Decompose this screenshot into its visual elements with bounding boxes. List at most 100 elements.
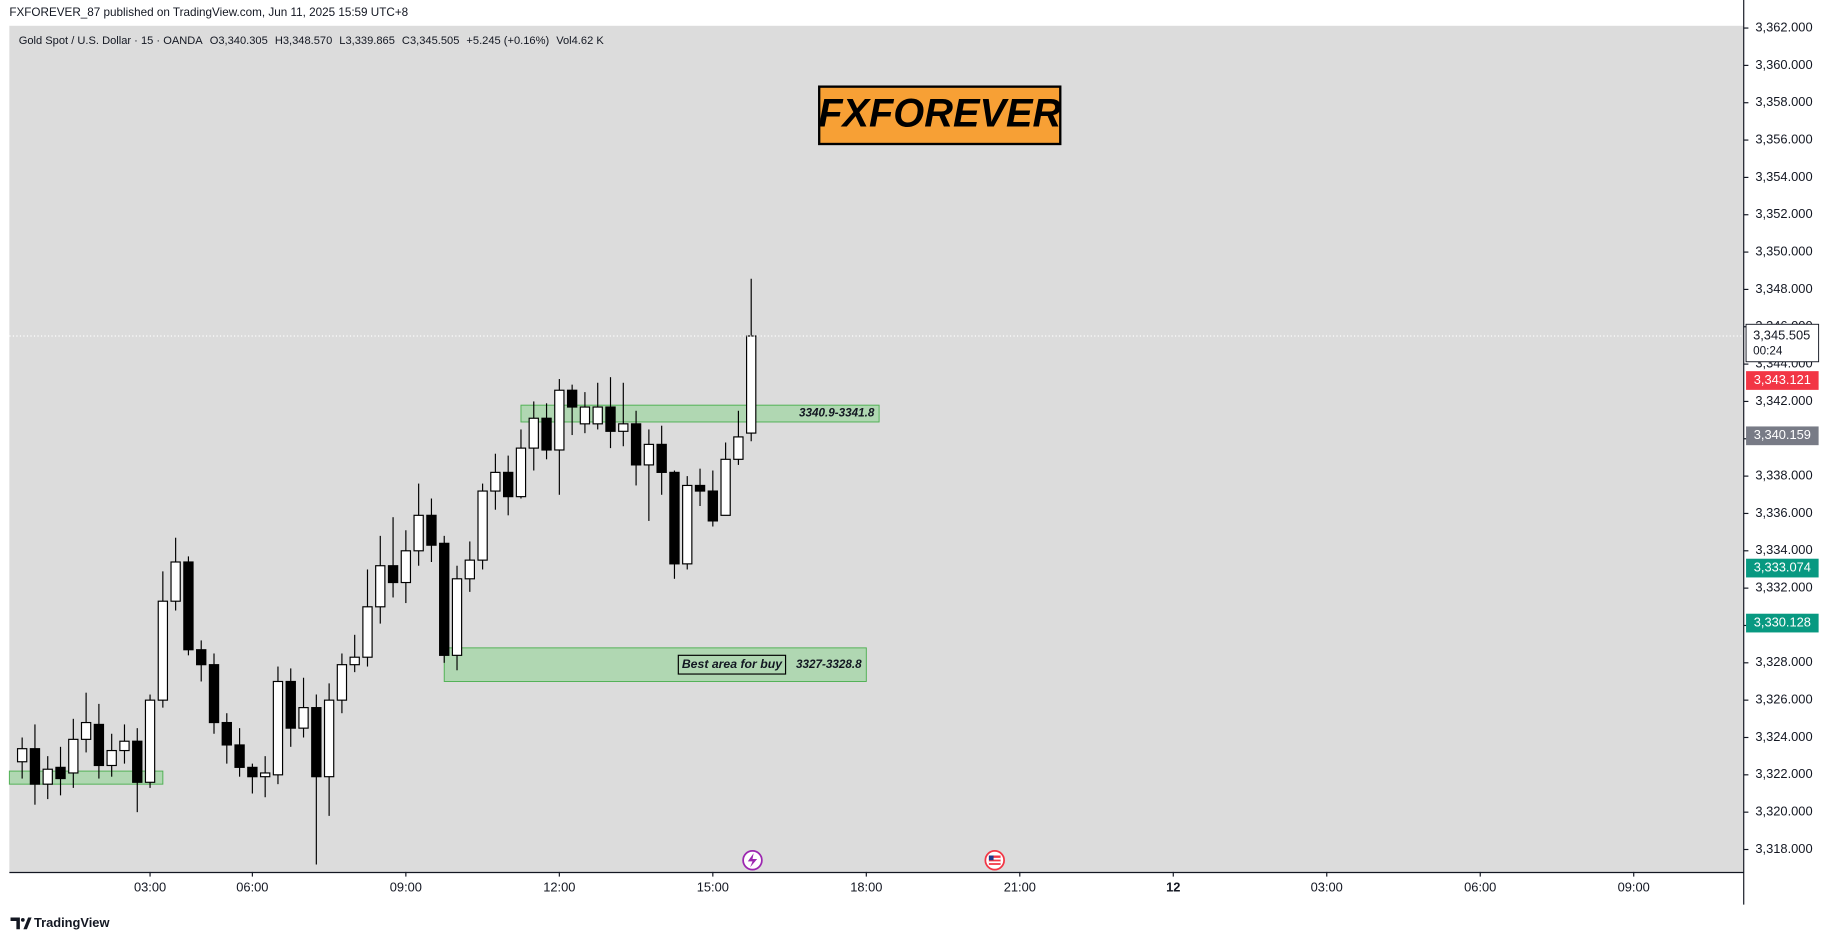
candle-body (400, 550, 412, 584)
candle-body (375, 565, 386, 608)
symbol-title: Gold Spot / U.S. Dollar · 15 · OANDA (19, 35, 204, 47)
y-tick-label: 3,358.000 (1755, 94, 1812, 109)
candle-body (694, 484, 706, 492)
candle-body (132, 740, 143, 783)
candle-body (656, 443, 667, 473)
ohlc-legend: Gold Spot / U.S. Dollar · 15 · OANDA O3,… (19, 35, 605, 47)
ohlc-item: H3,348.570 (275, 35, 332, 47)
candle-body (170, 561, 181, 602)
x-tick-label: 06:00 (236, 880, 268, 895)
candle-body (502, 471, 514, 498)
candle-body (16, 748, 28, 763)
footer-brand: TradingView (34, 915, 111, 930)
candle-body (464, 559, 476, 580)
last-price-box (1745, 323, 1820, 363)
y-tick-label: 3,328.000 (1755, 654, 1812, 669)
x-tick-label: 21:00 (1004, 880, 1036, 895)
candle-body (144, 699, 156, 783)
watermark: FXFOREVER (818, 91, 1061, 135)
candle-body (413, 514, 424, 552)
candle-body (157, 600, 169, 701)
candle-body (746, 335, 757, 434)
tv-logo (10, 917, 32, 930)
y-tick-label: 3,322.000 (1755, 766, 1812, 781)
x-tick-label: 03:00 (1311, 880, 1343, 895)
candle-body (733, 436, 744, 460)
x-tick-label: 15:00 (697, 880, 729, 895)
published-line: FXFOREVER_87 published on TradingView.co… (9, 6, 408, 19)
ohlc-item: +5.245 (+0.16%) (466, 35, 549, 47)
candle-body (298, 707, 309, 729)
plot-area (9, 25, 1744, 872)
x-tick-label: 09:00 (1618, 880, 1650, 895)
candle-body (106, 749, 117, 767)
y-tick-label: 3,338.000 (1755, 468, 1812, 483)
y-tick-label: 3,350.000 (1755, 243, 1812, 258)
candle-body (221, 721, 232, 746)
y-tick-label: 3,318.000 (1755, 841, 1812, 856)
price-label-box (1746, 371, 1819, 390)
candle-body (426, 514, 437, 546)
zone-label: 3327-3328.8 (796, 658, 862, 671)
candle-body (477, 490, 488, 561)
candle-body (669, 471, 680, 565)
x-tick-label: 03:00 (134, 880, 166, 895)
zone-label: 3340.9-3341.8 (799, 407, 875, 420)
y-tick-label: 3,352.000 (1755, 206, 1812, 221)
candle-body (554, 389, 565, 451)
price-label: 3,330.128 (1754, 614, 1811, 629)
candle-body (208, 664, 220, 724)
candle-body (247, 766, 258, 778)
y-tick-label: 3,324.000 (1755, 729, 1812, 744)
x-tick-label: 09:00 (390, 880, 422, 895)
zone-note-box (677, 654, 787, 675)
x-tick-label: 18:00 (850, 880, 882, 895)
y-tick-label: 3,342.000 (1755, 393, 1812, 408)
candle-body (93, 723, 105, 767)
x-tick-label: 06:00 (1464, 880, 1496, 895)
candle-body (272, 680, 284, 776)
candle-body (630, 423, 642, 466)
candle-body (42, 768, 53, 785)
candle-body (439, 542, 450, 656)
watermark-box (818, 85, 1062, 146)
candle-body (387, 565, 399, 584)
last-price-label: 3,345.505 (1753, 327, 1810, 342)
price-label-box (1746, 613, 1819, 633)
candle-body (80, 721, 92, 740)
candle-body (349, 656, 360, 666)
y-tick-label: 3,354.000 (1755, 169, 1812, 184)
candle-body (618, 423, 629, 432)
candle-body (720, 458, 731, 516)
price-label: 3,343.121 (1754, 372, 1811, 387)
zone (443, 647, 867, 682)
candle-body (29, 748, 41, 785)
candle-body (451, 578, 463, 656)
candle-body (566, 389, 578, 408)
price-label-box (1746, 558, 1819, 578)
candle-body (682, 484, 693, 565)
candle-body (55, 766, 66, 780)
candle-body (541, 417, 552, 451)
countdown: 00:24 (1753, 344, 1783, 357)
zone-note: Best area for buy (682, 657, 783, 671)
flag-icon (984, 849, 1005, 871)
y-tick-label: 3,320.000 (1755, 804, 1812, 819)
candle-body (605, 406, 616, 432)
y-tick-label: 3,336.000 (1755, 505, 1812, 520)
candle-body (528, 417, 539, 449)
y-tick-label: 3,348.000 (1755, 281, 1812, 296)
candle-body (643, 443, 655, 466)
event-icon (742, 849, 763, 871)
candle-body (592, 406, 603, 425)
y-tick-label: 3,334.000 (1755, 542, 1812, 557)
price-label-box (1746, 426, 1819, 446)
x-tick-label: 12:00 (543, 880, 575, 895)
candle-body (362, 606, 373, 658)
x-tick-label: 12 (1166, 880, 1180, 895)
y-tick-label: 3,332.000 (1755, 580, 1812, 595)
y-tick-label: 3,360.000 (1755, 57, 1812, 72)
ohlc-item: Vol4.62 K (556, 35, 604, 47)
y-tick-label: 3,362.000 (1755, 19, 1812, 34)
